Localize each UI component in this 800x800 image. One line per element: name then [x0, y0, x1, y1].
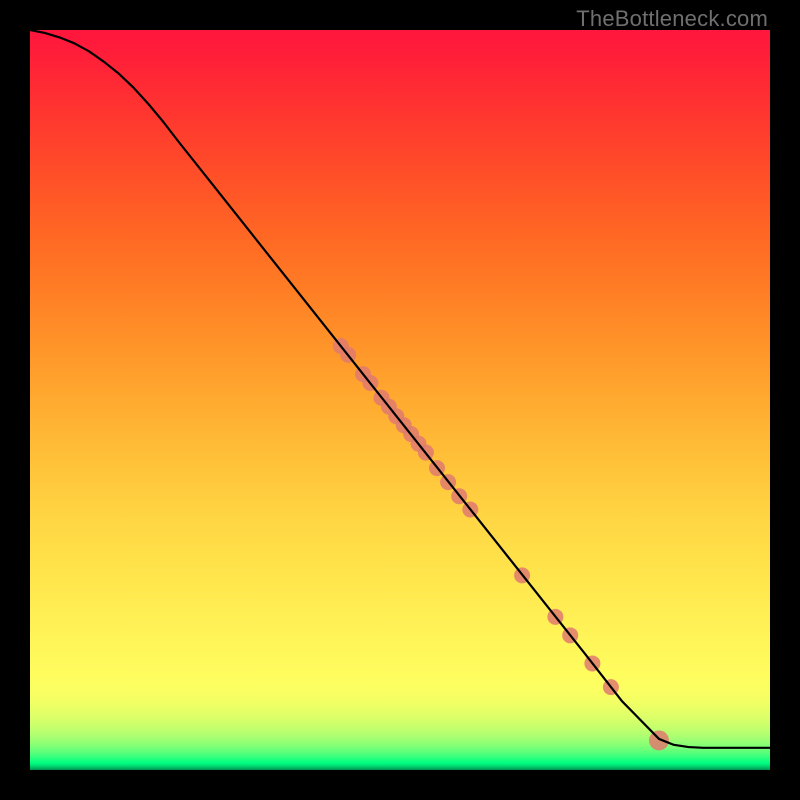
gradient-background	[30, 30, 770, 770]
watermark-text: TheBottleneck.com	[576, 6, 768, 32]
plot-area	[30, 30, 770, 770]
canvas: TheBottleneck.com	[0, 0, 800, 800]
